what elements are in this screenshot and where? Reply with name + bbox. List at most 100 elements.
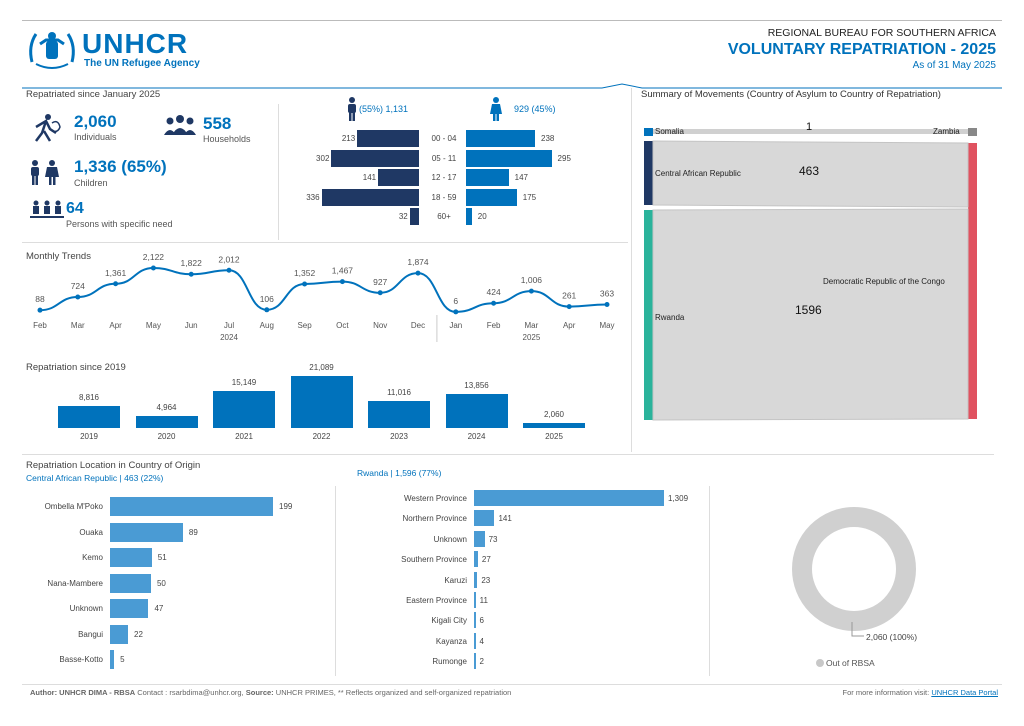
monthly-month-label: Jan xyxy=(449,321,462,330)
pyramid-age-label: 05 - 11 xyxy=(431,153,457,163)
car-location-bar xyxy=(110,497,273,516)
car-location-value: 199 xyxy=(279,502,293,511)
pyramid-male-value: 213 xyxy=(341,134,356,143)
sankey-flow-car xyxy=(652,140,969,208)
yearly-bar xyxy=(368,400,430,428)
monthly-point xyxy=(528,288,534,294)
yearly-bar xyxy=(445,393,508,428)
monthly-month-label: Aug xyxy=(260,321,274,330)
page-title: VOLUNTARY REPATRIATION - 2025 xyxy=(727,41,996,58)
monthly-month-label: Feb xyxy=(487,321,501,330)
monthly-value-label: 1,006 xyxy=(521,275,543,285)
yearly-year-label: 2022 xyxy=(312,432,331,441)
rwanda-location-bar xyxy=(474,653,476,670)
rwanda-location-value: 4 xyxy=(479,636,484,646)
pyramid-female-value: 295 xyxy=(557,153,571,163)
sankey-value-somalia: 1 xyxy=(806,121,813,133)
rwanda-location-name: Western Province xyxy=(404,494,467,503)
pyramid-age-label: 60+ xyxy=(437,212,451,221)
org-tagline: The UN Refugee Agency xyxy=(84,58,200,69)
yearly-value-label: 11,016 xyxy=(387,387,411,397)
divider xyxy=(278,104,279,240)
sankey-node-car xyxy=(644,141,653,205)
individuals-value: 2,060 xyxy=(74,112,117,131)
divider xyxy=(22,242,628,243)
rwanda-location-value: 2 xyxy=(479,657,484,667)
monthly-point xyxy=(339,279,345,285)
rwanda-location-value: 1,309 xyxy=(668,494,689,503)
monthly-value-label: 261 xyxy=(562,291,576,301)
car-location-bar xyxy=(110,522,183,542)
car-location-bar xyxy=(110,548,152,567)
monthly-value-label: 1,822 xyxy=(181,258,203,268)
footer-credits: Author: UNHCR DIMA - RBSA Contact : rsar… xyxy=(30,688,512,697)
donut-leader xyxy=(851,622,864,637)
yearly-value-label: 4,964 xyxy=(156,402,177,412)
monthly-point xyxy=(113,281,119,287)
pyramid-age-label: 12 - 17 xyxy=(431,173,457,182)
monthly-value-label: 1,352 xyxy=(294,268,316,278)
pyramid-female-bar xyxy=(466,188,517,206)
data-portal-link[interactable]: UNHCR Data Portal xyxy=(931,688,998,697)
female-total: 929 (45%) xyxy=(514,104,556,114)
monthly-point xyxy=(377,290,383,296)
households-value: 558 xyxy=(203,114,232,133)
sankey-node-rwanda xyxy=(644,210,653,420)
rwanda-location-bar xyxy=(474,592,476,608)
monthly-point xyxy=(150,265,156,271)
pyramid-female-value: 175 xyxy=(522,192,537,202)
rwanda-location-value: 23 xyxy=(481,575,491,585)
yearly-year-label: 2024 xyxy=(467,432,486,441)
car-location-name: Basse-Kotto xyxy=(59,655,103,664)
monthly-month-label: Oct xyxy=(336,321,349,330)
yearly-value-label: 2,060 xyxy=(543,409,565,419)
yearly-bar xyxy=(135,415,198,428)
monthly-value-label: 1,467 xyxy=(332,266,354,276)
monthly-month-label: Dec xyxy=(411,321,425,330)
yearly-value-label: 13,856 xyxy=(464,380,489,390)
specific-needs-label: Persons with specific need xyxy=(66,219,173,229)
pyramid-female-bar xyxy=(466,149,552,167)
rwanda-location-name: Eastern Province xyxy=(406,596,467,605)
car-location-value: 5 xyxy=(120,655,125,664)
households-label: Households xyxy=(203,134,251,144)
specific-needs-icon xyxy=(30,200,64,223)
car-location-value: 51 xyxy=(157,553,167,562)
children-label: Children xyxy=(74,178,108,188)
pyramid-female-bar xyxy=(466,130,536,147)
movements-sankey xyxy=(644,128,977,421)
rwanda-location-title: Rwanda | 1,596 (77%) xyxy=(357,468,442,478)
car-location-name: Bangui xyxy=(78,629,103,639)
pyramid-male-value: 336 xyxy=(306,192,320,202)
sankey-label-drc: Democratic Republic of the Congo xyxy=(823,277,945,286)
monthly-month-label: Apr xyxy=(109,321,122,330)
movements-title: Summary of Movements (Country of Asylum … xyxy=(641,89,941,100)
sankey-value-car: 463 xyxy=(799,164,820,178)
monthly-year-2024: 2024 xyxy=(220,333,238,342)
car-location-value: 22 xyxy=(134,629,143,639)
sankey-node-drc xyxy=(968,143,977,419)
car-location-value: 47 xyxy=(154,604,164,613)
monthly-month-label: Feb xyxy=(33,321,47,330)
top-rule xyxy=(22,20,1002,21)
sankey-label-rwanda: Rwanda xyxy=(655,313,685,322)
footer-rule xyxy=(22,684,1002,685)
rwanda-location-name: Kigali City xyxy=(431,616,467,626)
pyramid-female-bar xyxy=(466,208,472,225)
yearly-title: Repatriation since 2019 xyxy=(26,362,126,373)
car-location-value: 89 xyxy=(188,527,198,537)
sankey-value-rwanda: 1596 xyxy=(795,303,822,317)
unhcr-logo-icon xyxy=(26,26,78,70)
monthly-point xyxy=(188,271,194,277)
monthly-value-label: 2,012 xyxy=(218,254,240,264)
pyramid-age-label: 18 - 59 xyxy=(431,192,457,202)
divider xyxy=(631,88,632,452)
monthly-point xyxy=(415,270,421,276)
pyramid-age-label: 00 - 04 xyxy=(431,134,457,143)
yearly-value-label: 15,149 xyxy=(231,377,257,387)
yearly-bar xyxy=(58,406,120,428)
sankey-flow-somalia xyxy=(653,129,968,134)
monthly-value-label: 106 xyxy=(260,294,274,304)
children-icon xyxy=(28,160,60,191)
pyramid-male-bar xyxy=(409,208,419,225)
